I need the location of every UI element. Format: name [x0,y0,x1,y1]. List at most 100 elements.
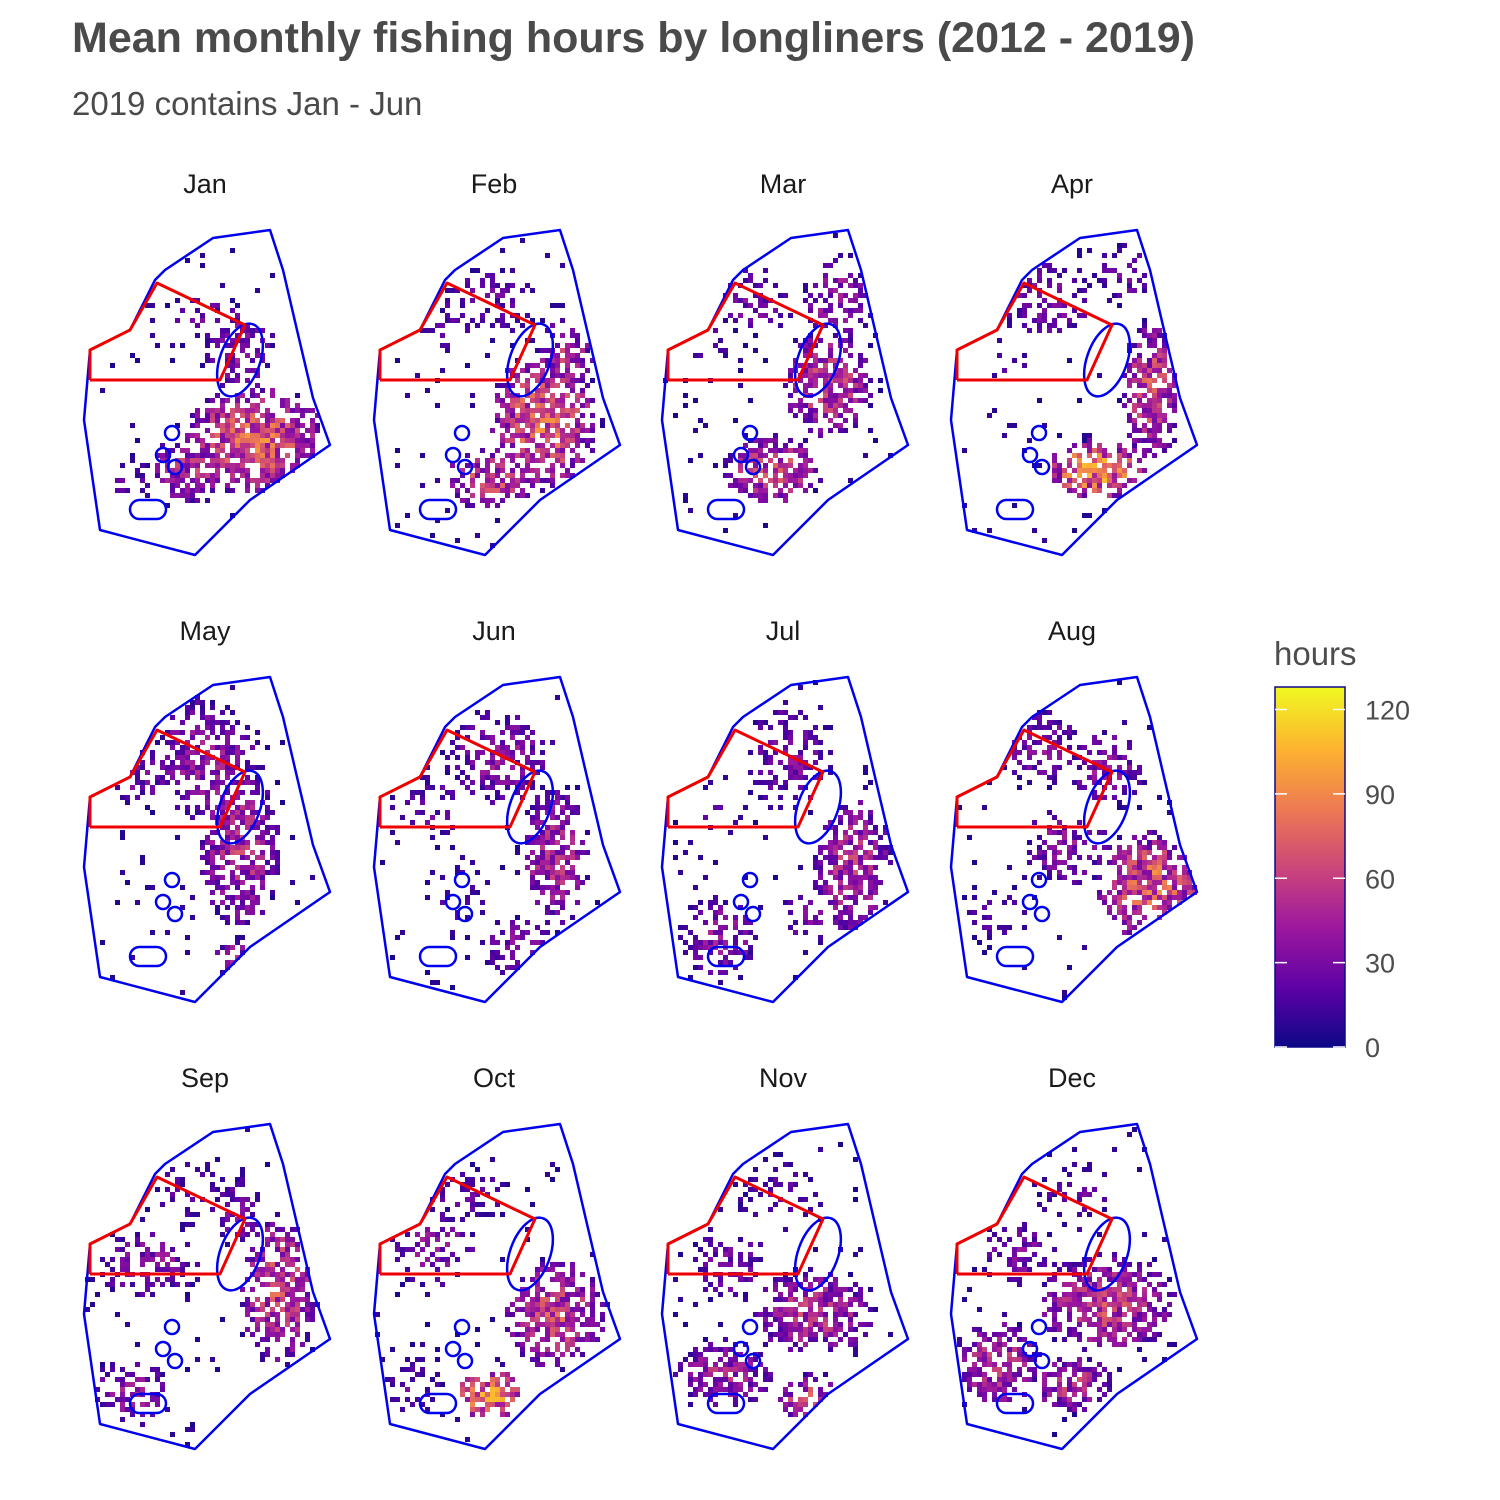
seamount-boundary [1030,424,1048,442]
heat-cell [530,765,535,770]
heat-cell [788,735,793,740]
heat-cell [170,775,175,780]
heat-cell [1142,423,1147,428]
heat-cell [540,358,545,363]
heat-cell [843,850,848,855]
heat-cell [1142,413,1147,418]
heat-cell [748,493,753,498]
heat-cell [560,865,565,870]
heat-cell [828,318,833,323]
heat-cell [175,443,180,448]
heat-cell [445,1262,450,1267]
heat-cell [255,393,260,398]
heat-cell [120,478,125,483]
heat-cell [570,1272,575,1277]
heat-cell [1027,840,1032,845]
heat-cell [185,805,190,810]
heat-cell [150,1412,155,1417]
heat-cell [425,1242,430,1247]
heat-cell [180,720,185,725]
heat-cell [155,1367,160,1372]
heat-cell [250,815,255,820]
heat-cell [490,780,495,785]
heat-cell [120,1237,125,1242]
heat-cell [753,1397,758,1402]
heat-cell [788,368,793,373]
heat-cell [580,388,585,393]
heat-cell [560,443,565,448]
heat-cell [1072,865,1077,870]
heat-cell [1117,770,1122,775]
heat-cell [295,1312,300,1317]
heat-cell [1167,428,1172,433]
heat-cell [540,418,545,423]
heat-cell [853,875,858,880]
heat-cell [788,1402,793,1407]
heat-cell [215,413,220,418]
heat-cell [580,413,585,418]
heat-cell [1042,750,1047,755]
heat-cell [1107,910,1112,915]
heat-cell [510,1392,515,1397]
heat-cell [1157,358,1162,363]
heat-cell [185,258,190,263]
heat-cell [195,488,200,493]
heat-cell [1117,855,1122,860]
heat-cell [200,790,205,795]
heat-cell [185,1442,190,1447]
heat-cell [1147,875,1152,880]
heat-cell [813,920,818,925]
heat-cell [245,845,250,850]
heat-cell [1127,363,1132,368]
heat-cell [748,950,753,955]
heat-cell [565,393,570,398]
heat-cell [808,1267,813,1272]
heat-cell [1132,438,1137,443]
heat-cell [215,318,220,323]
heat-cell [435,1247,440,1252]
heat-cell [220,448,225,453]
heat-cell [848,1342,853,1347]
heat-cell [480,1387,485,1392]
heat-cell [1142,408,1147,413]
heat-cell [285,443,290,448]
heat-cell [1152,443,1157,448]
heat-cell [290,1242,295,1247]
heat-cell [788,1312,793,1317]
heat-cell [100,1377,105,1382]
heat-cell [1067,458,1072,463]
heat-cell [245,825,250,830]
heat-cell [843,810,848,815]
heat-cell [783,745,788,750]
heat-cell [540,785,545,790]
heat-cell [125,800,130,805]
heat-cell [525,433,530,438]
heat-cell [225,945,230,950]
heat-cell [713,930,718,935]
heat-cell [540,1352,545,1357]
heat-cell [1037,770,1042,775]
heat-cell [240,468,245,473]
heat-cell [718,905,723,910]
heat-cell [768,1337,773,1342]
heat-cell [818,860,823,865]
heat-cell [255,820,260,825]
heat-cell [220,1317,225,1322]
heat-cell [1167,865,1172,870]
heat-cell [515,493,520,498]
heat-cell [738,1387,743,1392]
heat-cell [798,765,803,770]
heat-cell [838,283,843,288]
heat-cell [175,780,180,785]
heat-cell [250,1257,255,1262]
heat-cell [753,483,758,488]
heat-cell [505,453,510,458]
heat-cell [828,383,833,388]
heat-cell [778,1317,783,1322]
heat-cell [210,880,215,885]
heat-cell [768,448,773,453]
heat-cell [560,358,565,363]
heat-cell [1037,855,1042,860]
heat-cell [215,790,220,795]
heat-cell [873,865,878,870]
